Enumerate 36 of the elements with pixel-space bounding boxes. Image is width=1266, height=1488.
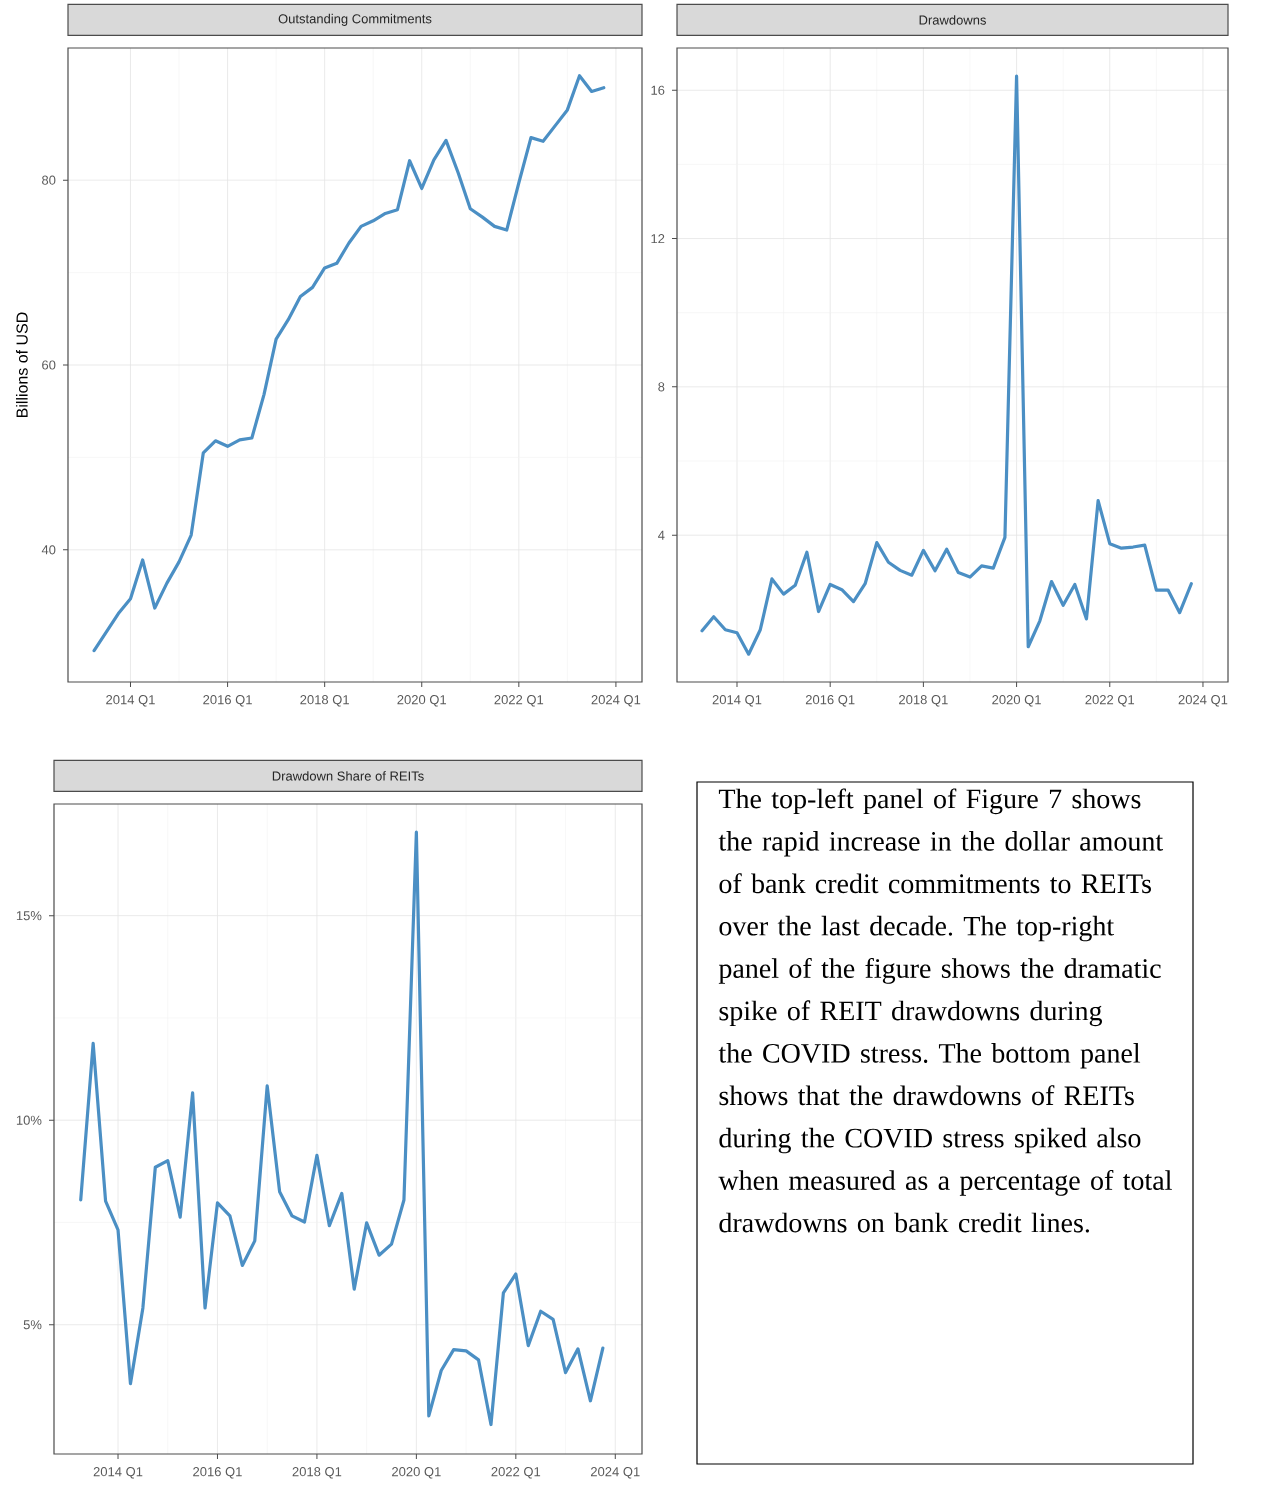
y-tick-label: 40 [41,545,56,555]
y-tick-label: 4 [658,530,665,540]
chart-title: Drawdowns [919,15,986,25]
y-tick-label: 10% [16,1115,42,1125]
x-tick-label: 2020 Q1 [397,695,447,707]
y-tick-label: 80 [42,175,56,185]
x-tick-label: 2022 Q1 [491,1467,541,1479]
y-tick-label: 60 [42,360,56,370]
x-tick-label: 2018 Q1 [899,695,948,707]
text: The top-left panel of Figure 7 shows the rapid increase in the dollar amount of bank credit commitments to REITs over the last decade. The top-right panel of the figure shows the dramatic spike of REIT drawdowns during the COVID stress. The bottom panel shows that the drawdowns of REITs during the COVID stress spiked also when measured as a percentage of total drawdowns on bank credit lines. [718,788,1172,1233]
y-tick-label: 16 [651,85,665,95]
x-tick-label: 2014 Q1 [712,695,762,707]
y-tick-label: 8 [658,382,665,392]
x-tick-label: 2014 Q1 [93,1467,143,1479]
x-tick-label: 2014 Q1 [106,695,155,707]
chart-title: Outstanding Commitments [278,13,432,26]
x-tick-label: 2020 Q1 [992,695,1041,707]
line-series [92,74,606,653]
y-tick-label: 15% [16,911,42,921]
x-tick-label: 2020 Q1 [392,1467,441,1479]
y-axis-title: Billions of USD [15,312,28,418]
x-tick-label: 2018 Q1 [292,1467,342,1479]
x-tick-label: 2022 Q1 [494,695,544,707]
line-series [700,74,1193,656]
x-tick-label: 2022 Q1 [1085,695,1135,707]
x-tick-label: 2024 Q1 [1178,695,1228,707]
x-tick-label: 2016 Q1 [805,695,855,707]
line-series [79,830,605,1427]
x-tick-label: 2024 Q1 [591,1467,640,1479]
x-tick-label: 2018 Q1 [300,695,349,707]
chart-title: Drawdown Share of REITs [272,771,424,781]
y-tick-label: 12 [651,234,665,244]
x-tick-label: 2024 Q1 [591,695,641,707]
y-tick-label: 5% [23,1320,42,1330]
x-tick-label: 2016 Q1 [193,1467,242,1479]
x-tick-label: 2016 Q1 [203,695,252,707]
